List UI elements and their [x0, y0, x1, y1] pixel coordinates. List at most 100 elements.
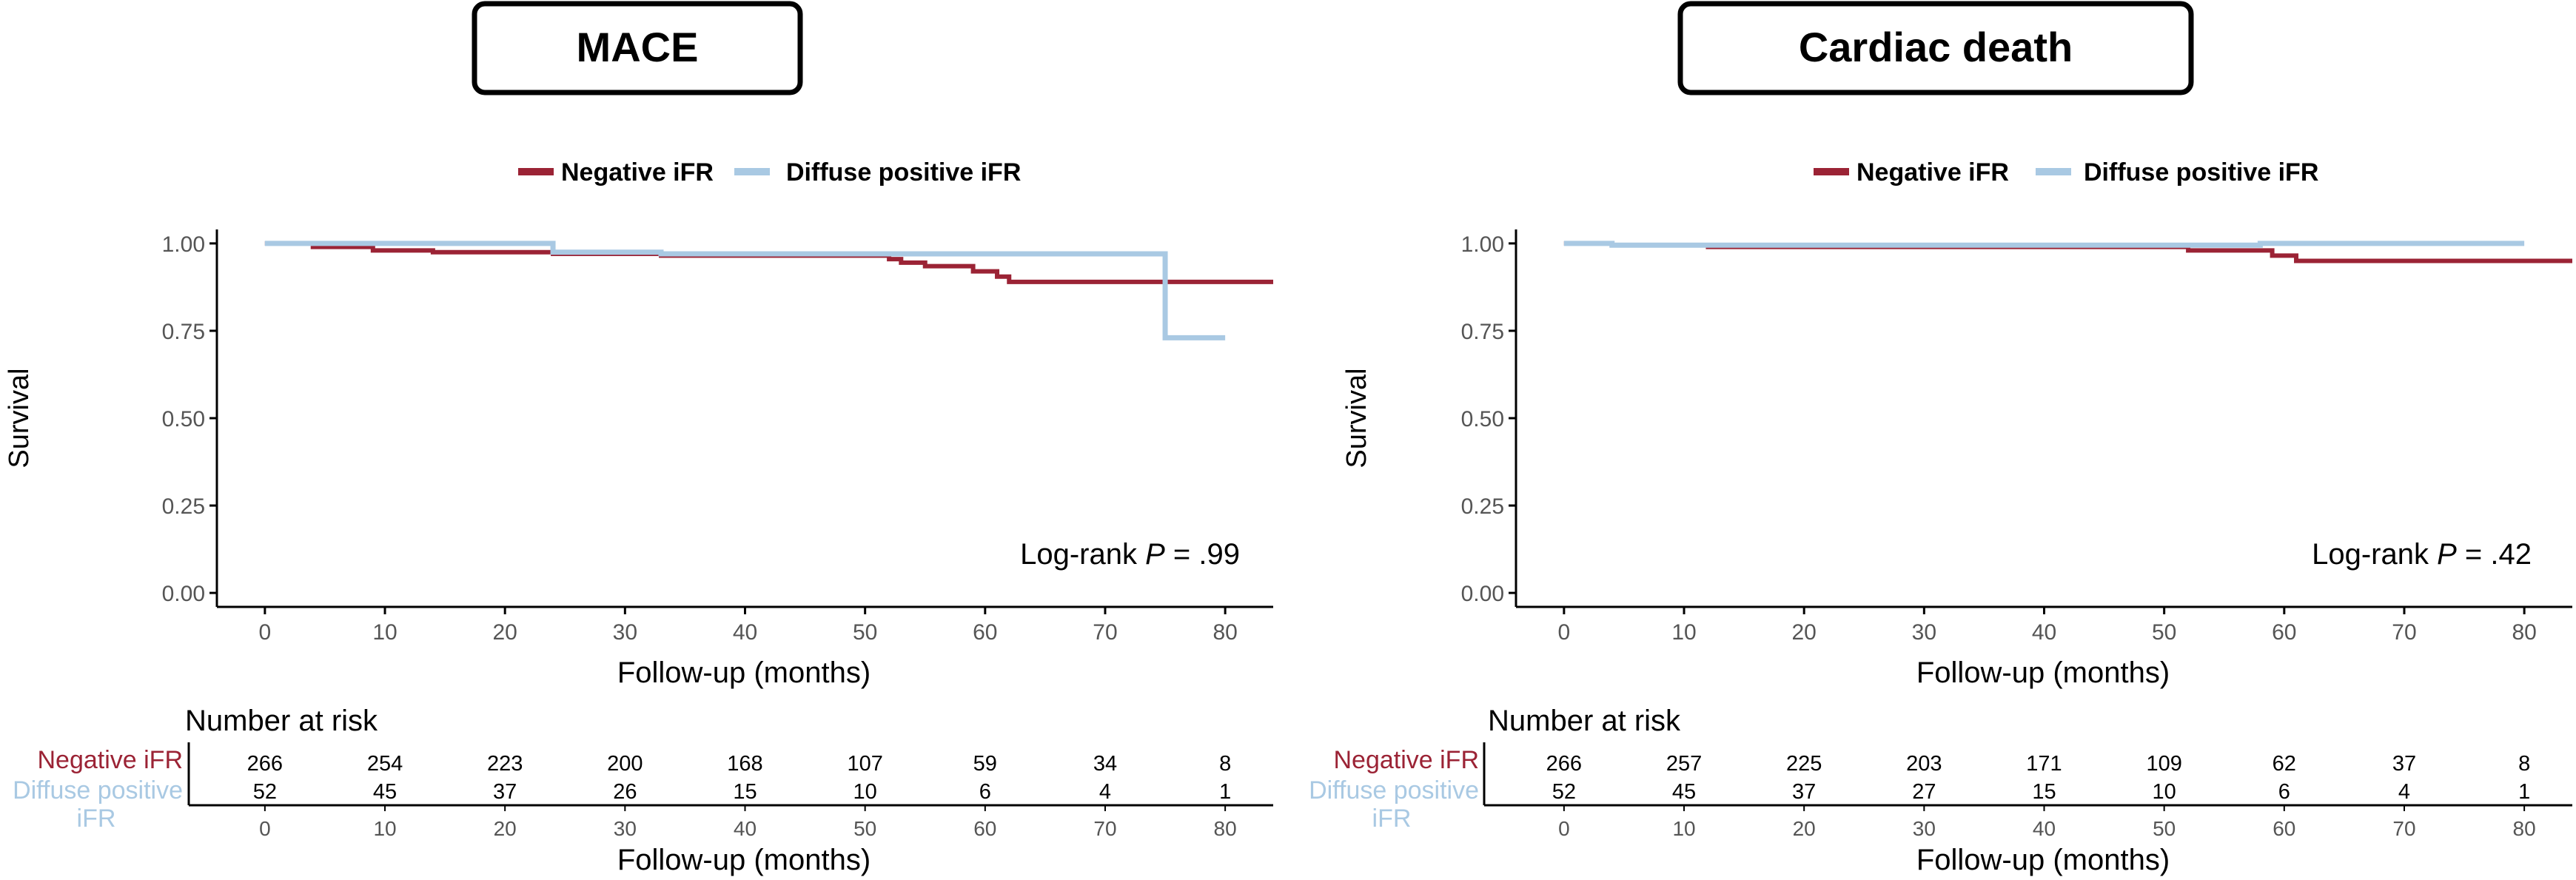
- risk-x-tick-label: 70: [1093, 817, 1116, 840]
- risk-x-tick-label: 0: [1558, 817, 1570, 840]
- x-tick-label: 60: [2272, 620, 2296, 645]
- title-box: [1677, 1, 2194, 95]
- risk-count-diffuse: 37: [1792, 780, 1816, 804]
- risk-count-diffuse: 4: [1099, 780, 1111, 804]
- risk-count-diffuse: 15: [2032, 780, 2056, 804]
- risk-x-tick-label: 50: [2153, 817, 2176, 840]
- risk-table: 266 52 0 257 45 10 225 37 20 203 27 30 171 15 40 109 10 5…: [1483, 742, 2572, 840]
- risk-table: 2665202544510223372020026301681540107105…: [187, 742, 1273, 840]
- risk-x-tick-label: 30: [614, 817, 637, 840]
- risk-count-negative: 107: [847, 752, 882, 776]
- risk-count-negative: 8: [2518, 752, 2530, 776]
- y-tick-label: 0.50: [162, 407, 205, 431]
- risk-x-tick-label: 40: [2033, 817, 2056, 840]
- risk-x-tick-label: 40: [734, 817, 757, 840]
- survival-curve-diffuse: [1563, 241, 2525, 248]
- x-tick-label: 80: [2512, 620, 2536, 645]
- y-axis-label: Survival: [1341, 368, 1372, 468]
- x-tick-label: 10: [1671, 620, 1696, 645]
- plot-area: 0.00 0.25 0.50 0.75 1.00 0 10 20 30 40 50 60 70 80: [162, 229, 1273, 645]
- x-tick-label: 30: [613, 620, 637, 645]
- risk-count-negative: 257: [1666, 752, 1702, 776]
- risk-count-negative: 34: [1093, 752, 1117, 776]
- risk-x-tick-label: 80: [2513, 817, 2536, 840]
- risk-x-tick-label: 50: [853, 817, 876, 840]
- panel-cardiac-death: Cardiac death Negative iFR Diffuse posit…: [1309, 1, 2572, 876]
- risk-row-label-diffuse-line2: iFR: [1372, 805, 1412, 833]
- plot-area: 0.00 0.25 0.50 0.75 1.00 0 10 20 30 40 50 60 70 80: [1461, 229, 2572, 645]
- risk-x-tick-label: 70: [2392, 817, 2415, 840]
- risk-count-negative: 37: [2392, 752, 2416, 776]
- risk-row-label-negative: Negative iFR: [1333, 746, 1479, 774]
- risk-table-header: Number at risk: [185, 705, 378, 737]
- y-tick-label: 1.00: [1461, 232, 1504, 257]
- legend-label-diffuse: Diffuse positive iFR: [786, 158, 1021, 187]
- logrank-annotation: Log-rank P = .42: [2312, 538, 2532, 571]
- x-tick-label: 30: [1912, 620, 1936, 645]
- risk-count-diffuse: 52: [253, 780, 277, 804]
- x-tick-label: 0: [1558, 620, 1571, 645]
- risk-row-label-diffuse-line2: iFR: [77, 805, 116, 833]
- x-tick-label: 50: [853, 620, 877, 645]
- legend-label-negative: Negative iFR: [1856, 158, 2009, 187]
- panel-title: Cardiac death: [1799, 24, 2073, 70]
- risk-count-negative: 266: [1546, 752, 1582, 776]
- risk-x-tick-label: 60: [2273, 817, 2295, 840]
- x-tick-label: 50: [2152, 620, 2176, 645]
- x-tick-label: 40: [733, 620, 757, 645]
- x-tick-label: 70: [2392, 620, 2416, 645]
- risk-x-tick-label: 20: [494, 817, 517, 840]
- risk-row-label-diffuse: Diffuse positive: [1309, 776, 1479, 805]
- x-tick-label: 80: [1212, 620, 1237, 645]
- risk-count-negative: 171: [2026, 752, 2062, 776]
- legend-label-negative: Negative iFR: [561, 158, 714, 187]
- panel-title: MACE: [577, 24, 699, 70]
- risk-x-tick-label: 30: [1913, 817, 1936, 840]
- risk-count-diffuse: 4: [2398, 780, 2410, 804]
- risk-count-diffuse: 6: [979, 780, 991, 804]
- x-axis-label: Follow-up (months): [1916, 656, 2170, 689]
- y-axis-label: Survival: [4, 368, 35, 468]
- risk-count-diffuse: 1: [1219, 780, 1231, 804]
- risk-x-tick-label: 0: [259, 817, 271, 840]
- risk-count-negative: 254: [367, 752, 403, 776]
- risk-count-negative: 200: [607, 752, 643, 776]
- risk-count-negative: 59: [973, 752, 997, 776]
- logrank-annotation: Log-rank P = .99: [1020, 538, 1240, 571]
- risk-count-diffuse: 52: [1552, 780, 1576, 804]
- risk-count-diffuse: 37: [493, 780, 517, 804]
- x-tick-label: 20: [1791, 620, 1816, 645]
- risk-table-x-label: Follow-up (months): [617, 844, 871, 876]
- y-tick-label: 0.00: [162, 582, 205, 606]
- risk-count-negative: 168: [727, 752, 762, 776]
- y-tick-label: 0.00: [1461, 582, 1504, 606]
- x-tick-label: 40: [2032, 620, 2056, 645]
- risk-table-x-label: Follow-up (months): [1916, 844, 2170, 876]
- risk-count-negative: 62: [2273, 752, 2296, 776]
- risk-count-diffuse: 10: [853, 780, 877, 804]
- y-tick-label: 1.00: [162, 232, 205, 257]
- risk-count-negative: 8: [1219, 752, 1231, 776]
- y-tick-label: 0.25: [1461, 494, 1504, 519]
- risk-x-tick-label: 20: [1793, 817, 1816, 840]
- panel-mace: MACE Negative iFR Diffuse positive iFR S…: [4, 1, 1273, 876]
- risk-x-tick-label: 10: [1672, 817, 1695, 840]
- risk-count-diffuse: 6: [2278, 780, 2290, 804]
- y-tick-label: 0.75: [162, 320, 205, 344]
- risk-count-diffuse: 15: [733, 780, 757, 804]
- risk-count-negative: 223: [487, 752, 523, 776]
- risk-x-tick-label: 10: [373, 817, 396, 840]
- x-tick-label: 70: [1093, 620, 1117, 645]
- risk-count-negative: 109: [2146, 752, 2181, 776]
- x-axis-label: Follow-up (months): [617, 656, 871, 689]
- risk-x-tick-label: 60: [973, 817, 996, 840]
- x-tick-label: 10: [372, 620, 397, 645]
- risk-count-negative: 225: [1786, 752, 1822, 776]
- survival-curve-diffuse: [264, 241, 1226, 340]
- risk-count-negative: 266: [247, 752, 283, 776]
- y-tick-label: 0.25: [162, 494, 205, 519]
- risk-count-diffuse: 26: [613, 780, 637, 804]
- title-box: [472, 1, 803, 95]
- risk-row-label-negative: Negative iFR: [37, 746, 183, 774]
